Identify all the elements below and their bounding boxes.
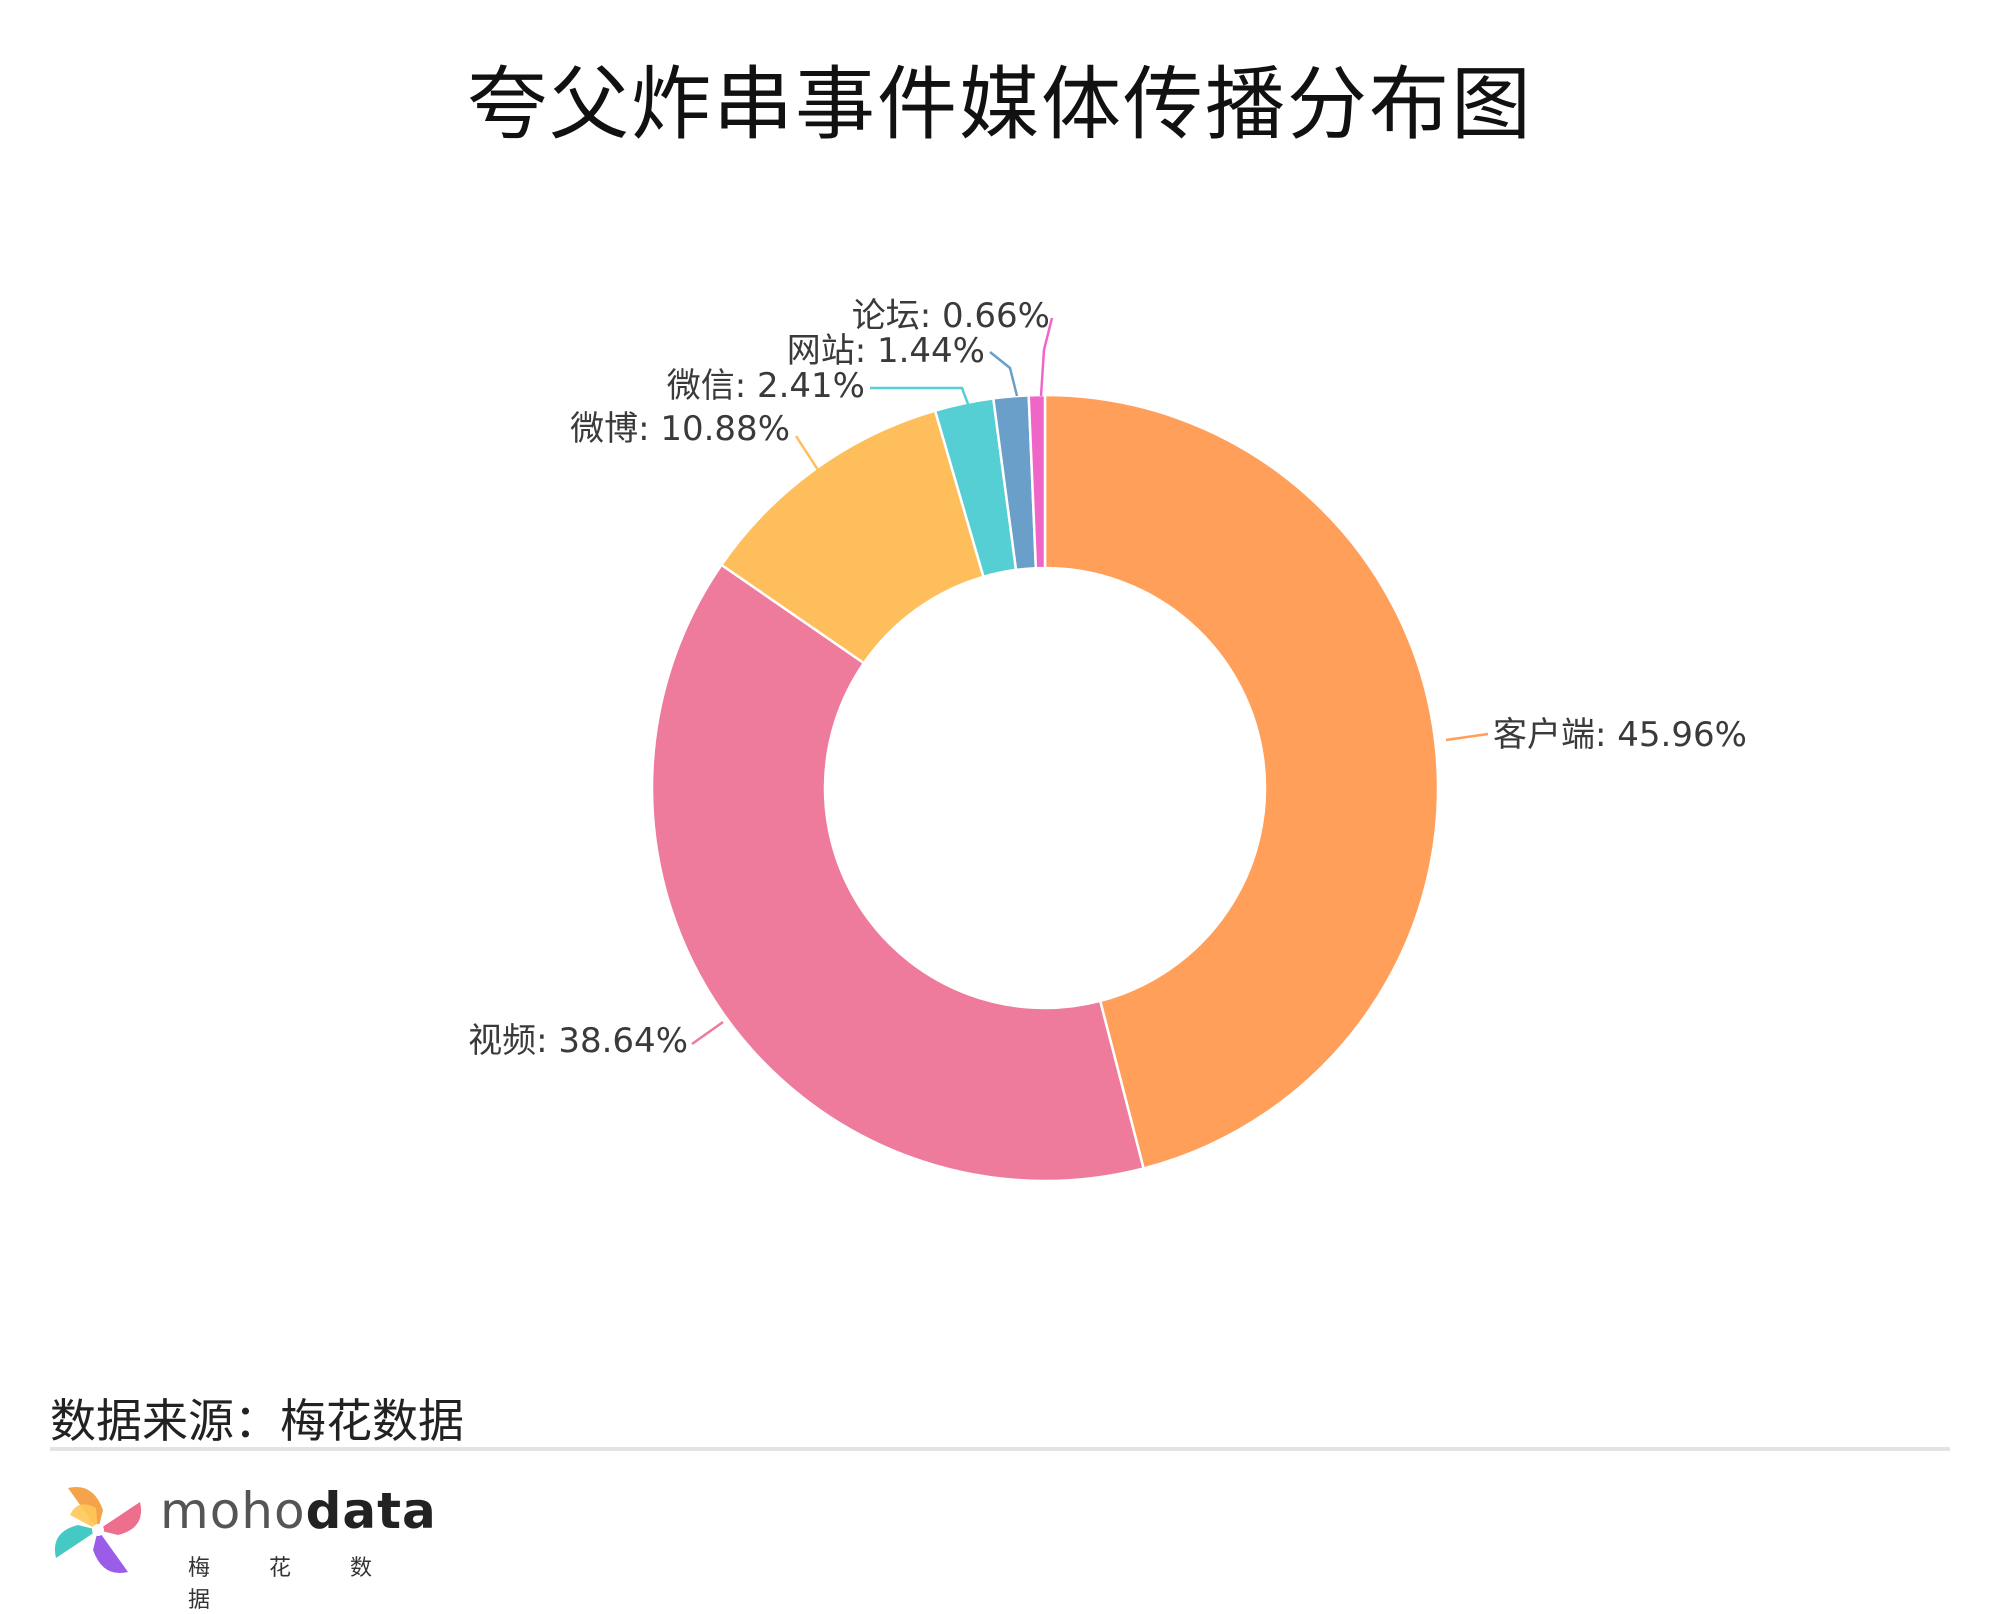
leader-line-5 xyxy=(1039,317,1054,397)
divider xyxy=(50,1447,1950,1451)
chart-title: 夸父炸串事件媒体传播分布图 xyxy=(467,58,1533,151)
slice-label-0: 客户端: 45.96% xyxy=(1493,715,1747,755)
slice-label-1: 视频: 38.64% xyxy=(468,1021,688,1061)
leader-line-2 xyxy=(794,435,820,471)
data-source-text: 数据来源：梅花数据 xyxy=(50,1394,464,1448)
pinwheel-logo-icon xyxy=(54,1486,142,1574)
leader-line-0 xyxy=(1445,732,1489,742)
leader-line-4 xyxy=(989,351,1019,397)
brand-wordmark: mohodata xyxy=(160,1482,437,1540)
leader-line-1 xyxy=(691,1020,724,1046)
brand-name-bold: data xyxy=(305,1482,437,1540)
slice-5 xyxy=(1027,393,1047,570)
slice-0 xyxy=(1043,393,1440,1170)
brand-logo-block: mohodata 梅 花 数 据 xyxy=(48,1480,448,1613)
leader-line-3 xyxy=(870,386,970,405)
slice-label-2: 微博: 10.88% xyxy=(570,409,790,449)
slice-label-3: 微信: 2.41% xyxy=(667,366,865,406)
donut-chart: 客户端: 45.96% 视频: 38.64% 微博: 10.88%微信: 2.41%… xyxy=(468,296,1747,1183)
slice-label-5: 论坛: 0.66% xyxy=(852,296,1050,336)
slice-label-4: 网站: 1.44% xyxy=(787,331,985,371)
brand-subtitle: 梅 花 数 据 xyxy=(188,1556,398,1613)
slice-1 xyxy=(650,563,1146,1183)
brand-name-light: moho xyxy=(160,1482,306,1540)
